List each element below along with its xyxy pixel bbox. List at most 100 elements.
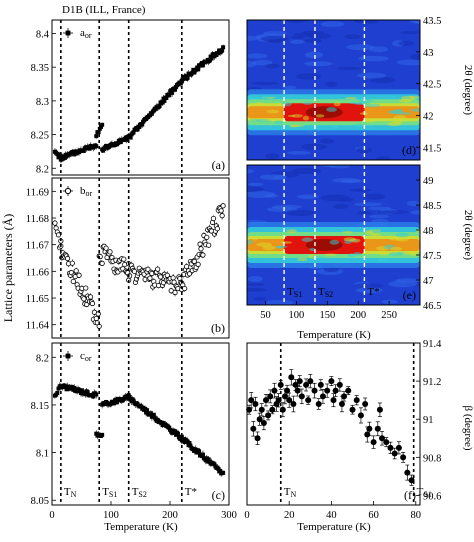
panel-e-heatmap-texture: [286, 209, 315, 217]
panel-d-heatmap-texture: [260, 35, 289, 42]
panel-a-data-point: [157, 104, 162, 109]
panel-a-data-point: [98, 124, 103, 129]
panel-c-frame: [51, 342, 230, 506]
panel-c-data-point: [167, 425, 172, 430]
panel-e-heatmap-texture: [369, 214, 390, 219]
panel-b-data-point: [81, 296, 87, 302]
panel-d-heatmap-texture: [290, 39, 305, 44]
panel-a-ytick-label: 8.2: [36, 164, 49, 175]
panel-c-data-point: [200, 452, 205, 457]
panel-f-frame: [246, 342, 421, 506]
panel-e-heatmap-texture: [248, 182, 264, 187]
panel-d-heatmap-texture: [357, 97, 365, 102]
panel-f-ytick-label: 91.2: [423, 377, 441, 388]
panel-f-data-point: [315, 400, 322, 407]
panel-e-heatmap-texture: [253, 297, 267, 301]
panel-f-data-point: [252, 400, 259, 407]
panel-e-frame: [246, 164, 421, 306]
panel-f-data-point: [265, 412, 272, 419]
panel-b-label: (b): [211, 321, 225, 335]
panel-b-data-point: [121, 256, 127, 262]
panel-f-data-point: [317, 381, 324, 388]
panel-d-heatmap-texture: [362, 118, 377, 123]
panel-d-heatmap-texture: [344, 34, 362, 40]
panel-f-data-point: [341, 393, 348, 400]
panel-b-data-point: [164, 272, 170, 278]
panel-f-xtick-label: 0: [244, 510, 249, 521]
left-y-axis-label: Lattice parameters (Å): [1, 214, 15, 323]
panel-d-heatmap-texture: [288, 124, 300, 128]
panel-e-heatmap-texture: [251, 237, 259, 241]
panel-a-data-point: [209, 56, 214, 61]
panel-d-heatmap-texture: [247, 61, 257, 68]
panel-b-data-point: [197, 241, 203, 247]
panel-d-heatmap-texture: [354, 20, 367, 23]
panel-a-data-point: [96, 130, 101, 135]
panel-d-heatmap-texture: [387, 121, 402, 127]
panel-c-legend-marker: [65, 353, 71, 359]
panel-f-data-point: [364, 431, 371, 438]
panel-c-data-point: [197, 449, 202, 454]
panel-b-data-point: [103, 245, 109, 251]
panel-f-data-point: [260, 420, 267, 427]
panel-f-data-point: [357, 412, 364, 419]
panel-a-label: (a): [212, 158, 225, 172]
panel-f-data-point: [400, 454, 407, 461]
panel-a-ytick-label: 8.25: [31, 131, 49, 142]
panel-f-data-point: [305, 397, 312, 404]
panel-b-data-point: [186, 271, 193, 277]
panel-f-data-point: [262, 397, 269, 404]
panel-f-data-point: [286, 397, 293, 404]
panel-a-data-point: [128, 135, 133, 140]
panel-e-heatmap-texture: [353, 252, 362, 257]
panel-c-data-point: [188, 443, 193, 448]
panel-d-heatmap-texture: [251, 59, 273, 66]
left-x-axis-label: Temperature (K): [104, 521, 178, 533]
panel-f-data-point: [366, 425, 373, 432]
panel-b-data-point: [172, 289, 178, 296]
panel-e-heatmap-texture: [247, 169, 255, 174]
panel-d-heatmap-texture: [409, 20, 420, 24]
panel-f-data-point: [345, 387, 352, 394]
panel-e-heatmap-texture: [247, 276, 263, 282]
panel-d-heatmap-texture: [346, 44, 375, 51]
panel-e-heatmap-texture: [297, 194, 319, 200]
panel-d-heatmap-texture: [302, 101, 313, 105]
panel-f-data-point: [254, 435, 261, 442]
source-label: D1B (ILL, France): [62, 4, 146, 16]
panel-d-heatmap-texture: [265, 152, 280, 160]
panel-d-heatmap-texture: [358, 55, 389, 62]
panel-f-data-point: [353, 397, 360, 404]
panel-a-data-point: [173, 87, 178, 92]
panel-d-heatmap-texture: [285, 20, 307, 23]
panel-e-heatmap-texture: [247, 282, 265, 287]
panel-a-data-point: [192, 70, 197, 75]
panel-c-data-point: [100, 432, 105, 437]
panel-f-data-point: [277, 381, 284, 388]
panel-e-heatmap-texture: [371, 218, 389, 223]
panel-e-heatmap-texture: [395, 232, 409, 238]
panel-f-data-point: [362, 400, 369, 407]
panel-e-heatmap-texture: [297, 257, 308, 262]
panel-b-data-point: [99, 260, 105, 266]
panel-b-data-point: [206, 242, 212, 248]
panel-f-label: (f): [404, 488, 416, 502]
panel-e-xtick-label: 150: [319, 310, 335, 321]
panel-d-heatmap-texture: [396, 59, 420, 66]
panel-c-ytick-label: 8.2: [36, 353, 49, 364]
panel-a-data-point: [94, 134, 99, 139]
panel-b-data-point: [55, 232, 62, 238]
panel-f-data-point: [395, 444, 402, 451]
panel-c-data-point: [131, 398, 136, 403]
panel-e-heatmap-texture: [349, 188, 372, 192]
panel-e-heatmap-texture: [388, 252, 404, 256]
panel-a-data-point: [149, 111, 154, 116]
panel-d-heatmap: [247, 20, 420, 160]
panel-e-ytick-label: 47.5: [423, 251, 441, 262]
panel-b-ytick-label: 11.68: [26, 214, 49, 225]
panel-f-data-point: [328, 378, 335, 385]
panel-b-data-point: [214, 226, 220, 232]
panel-f-data-point: [379, 435, 386, 442]
panel-f-data-point: [284, 387, 291, 394]
panel-c-label: (c): [212, 488, 225, 502]
